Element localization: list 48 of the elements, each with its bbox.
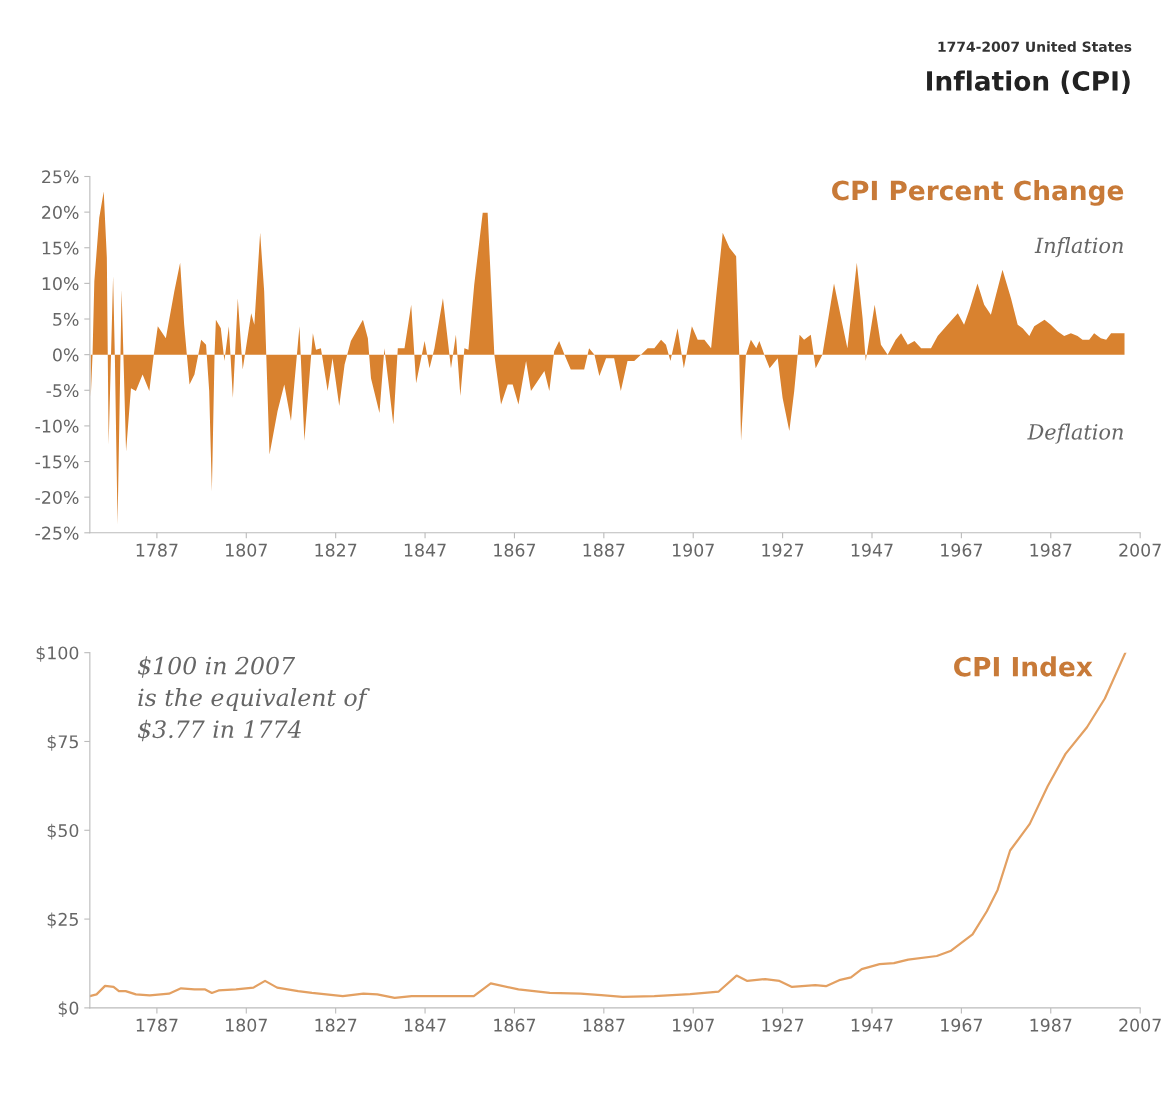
x-tick-label: 1807: [226, 1018, 267, 1032]
x-tick-label: 1867: [494, 1018, 536, 1032]
x-tick-label: 1987: [1030, 1018, 1072, 1032]
x-tick-label: 1967: [941, 543, 982, 557]
y-tick-label: -15%: [35, 455, 79, 469]
x-tick-label: 1907: [673, 543, 714, 557]
y-tick-label: -5%: [46, 383, 79, 398]
x-tick-label: 2007: [1119, 543, 1161, 557]
x-tick-label: 2007: [1119, 1018, 1161, 1032]
chart-title: CPI Percent Change: [832, 180, 1124, 206]
x-tick-label: 1807: [226, 543, 267, 557]
annotation: $100 in 2007 is the equivalent of $3.77 in 1774: [137, 656, 370, 742]
y-tick-label: $75: [47, 734, 78, 751]
x-tick-label: 1787: [136, 1018, 178, 1032]
y-tick-label: -20%: [35, 490, 79, 505]
y-tick-label: 15%: [42, 241, 79, 255]
x-tick-label: 1967: [941, 1018, 982, 1032]
x-tick-label: 1867: [494, 543, 536, 557]
y-tick-label: 10%: [42, 277, 79, 291]
x-tick-label: 1947: [851, 543, 893, 557]
x-tick-label: 1907: [673, 1018, 714, 1032]
x-tick-label: 1887: [583, 543, 625, 557]
x-tick-label: 1847: [404, 543, 446, 557]
x-tick-label: 1927: [762, 543, 804, 557]
y-tick-label: 0%: [53, 348, 79, 362]
text: Inflation (CPI): [927, 70, 1130, 95]
y-tick-label: $0: [58, 1001, 79, 1018]
y-tick-label: -25%: [35, 526, 79, 540]
line-series: [89, 652, 1127, 1000]
y-tick-label: -10%: [35, 419, 79, 433]
y-tick-label: $25: [47, 912, 78, 929]
x-tick-label: 1987: [1030, 543, 1072, 557]
x-tick-label: 1947: [851, 1018, 893, 1032]
x-tick-label: 1927: [762, 1018, 804, 1032]
x-tick-label: 1827: [315, 1018, 357, 1032]
x-tick-label: 1787: [136, 543, 178, 557]
text: 1774-2007 United States: [938, 41, 1132, 52]
annotation: Inflation: [1034, 237, 1123, 258]
y-tick-label: 5%: [53, 312, 79, 326]
x-tick-label: 1827: [315, 543, 357, 557]
x-tick-label: 1847: [404, 1018, 446, 1032]
chart-title: CPI Index: [954, 656, 1093, 677]
y-tick-label: 20%: [42, 205, 79, 219]
y-tick-label: 25%: [42, 170, 79, 184]
annotation: Deflation: [1027, 423, 1123, 444]
y-tick-label: $50: [47, 823, 79, 840]
x-tick-label: 1887: [583, 1018, 625, 1032]
y-tick-label: $100: [36, 646, 79, 662]
